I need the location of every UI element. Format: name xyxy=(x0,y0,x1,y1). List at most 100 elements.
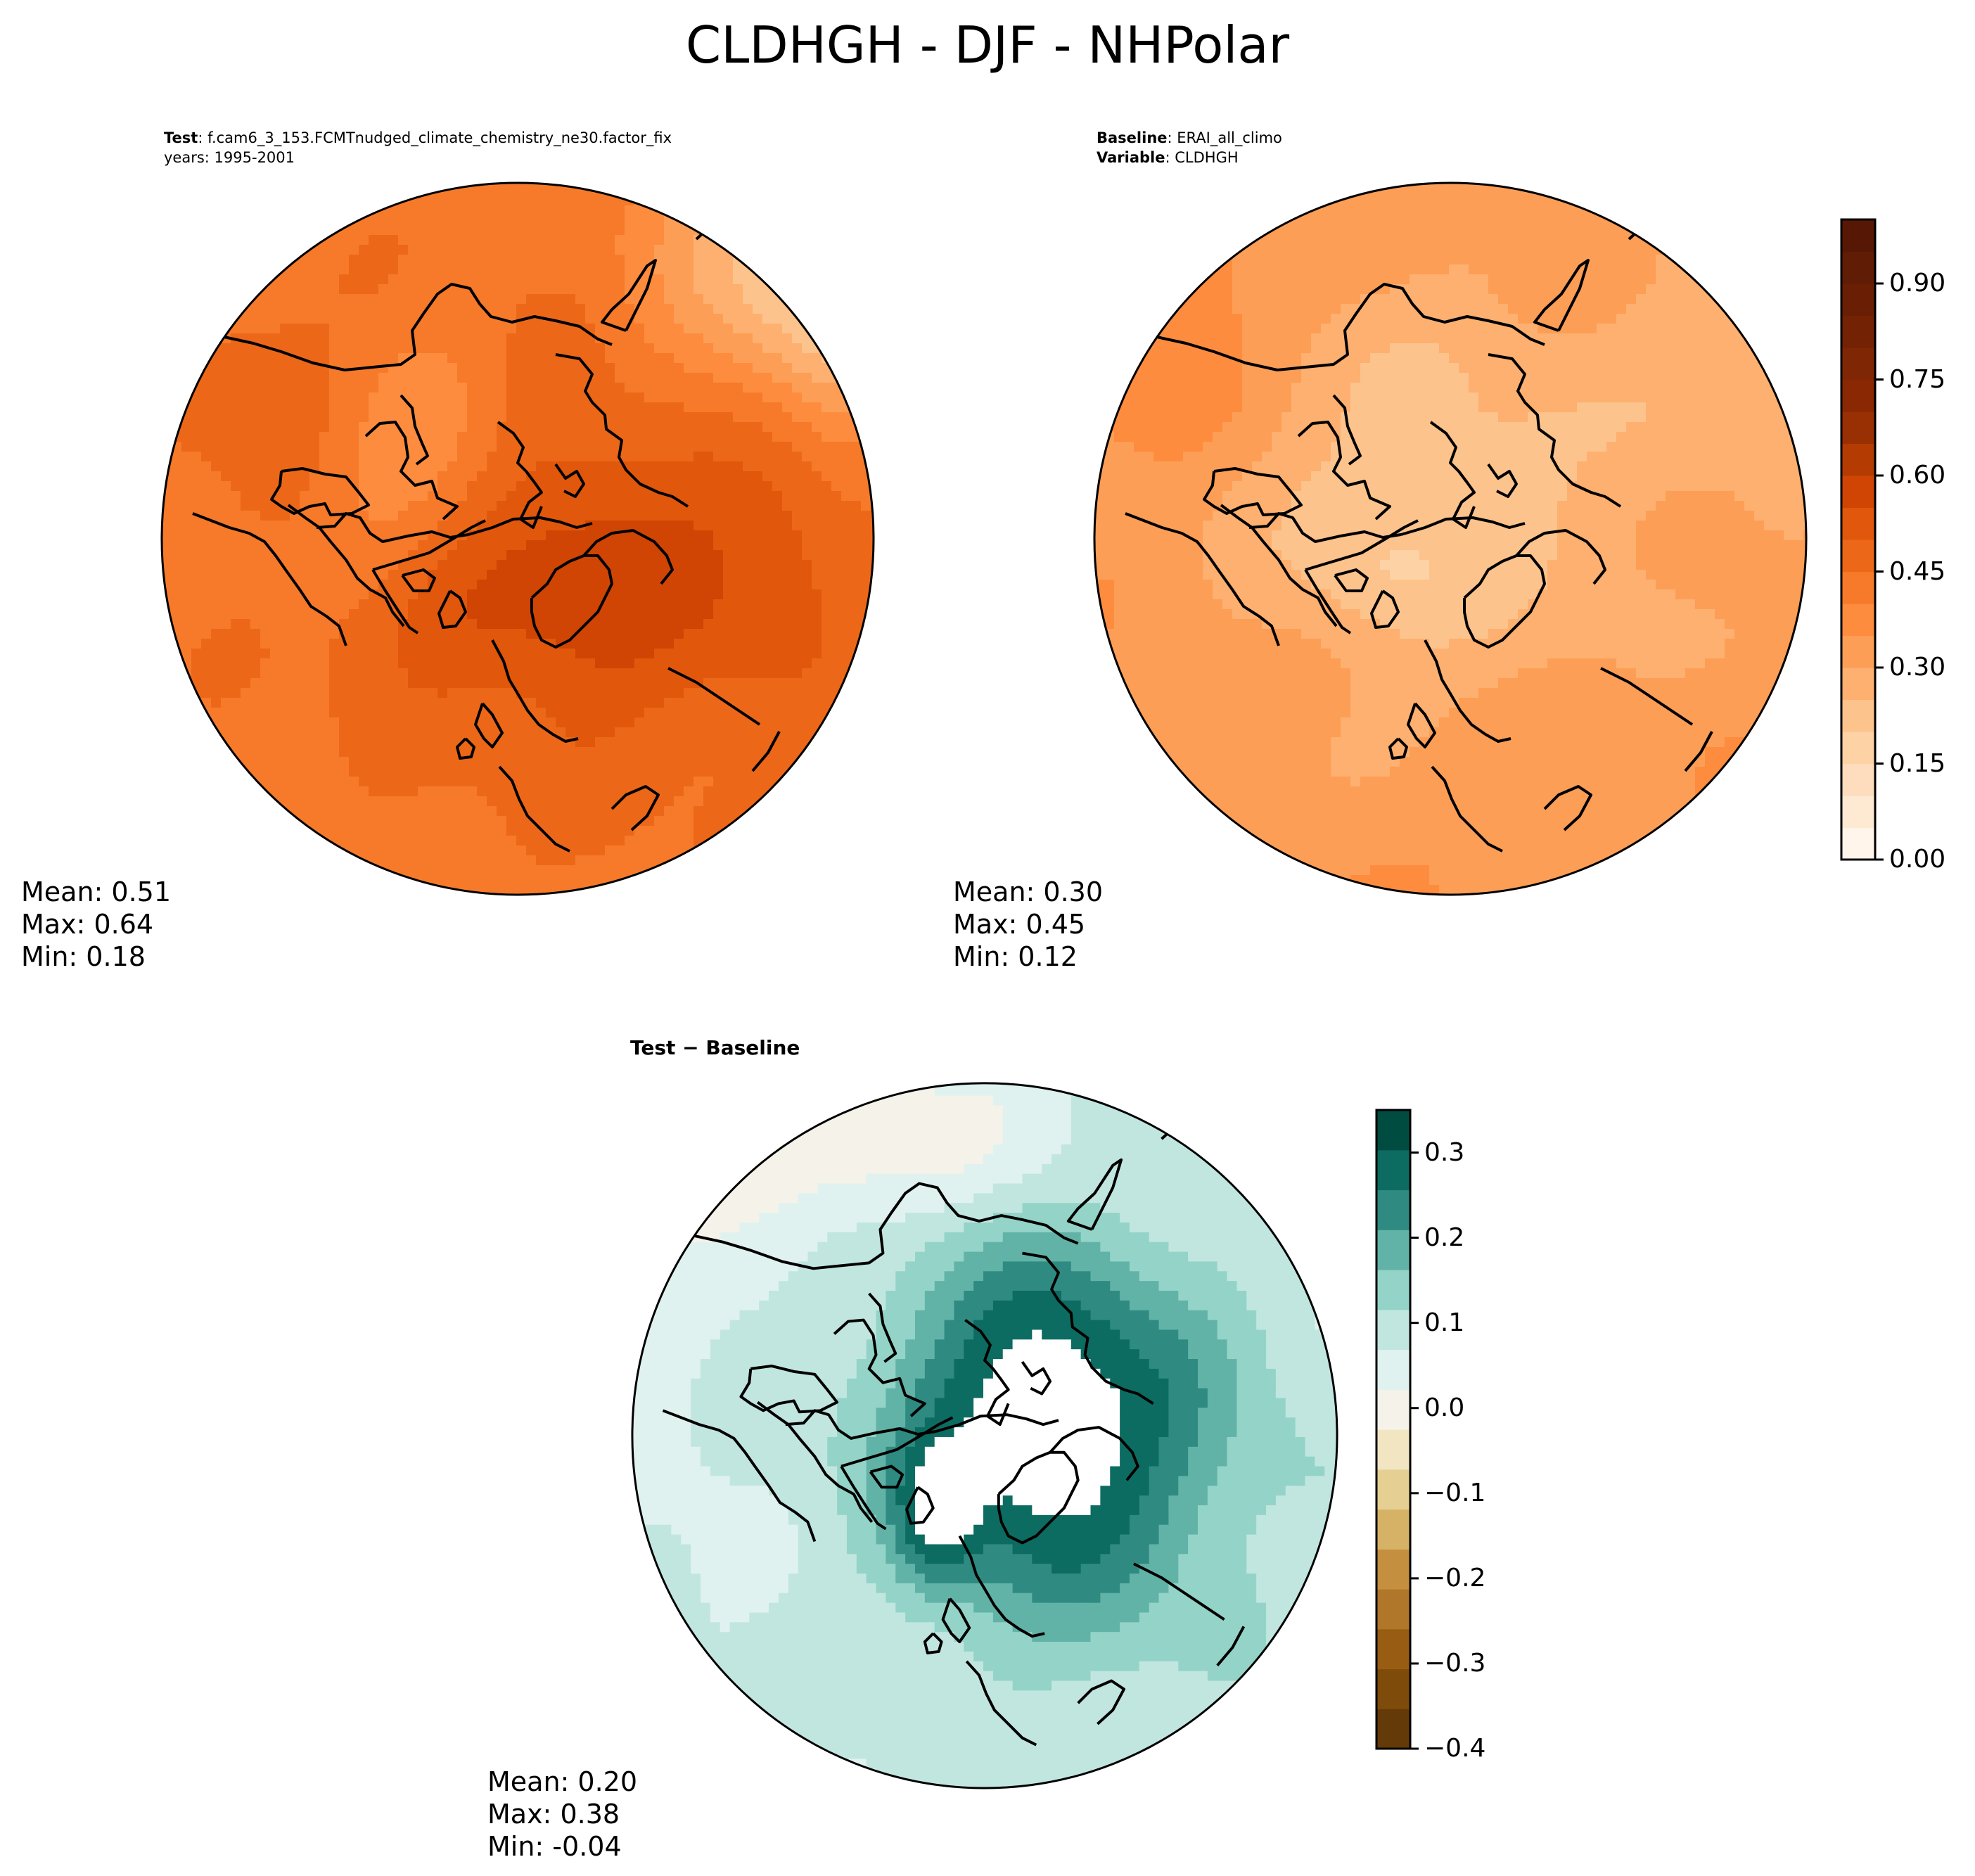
test-field-cell xyxy=(615,767,625,777)
test-field-cell xyxy=(841,688,852,698)
test-field-cell xyxy=(851,609,862,620)
test-field-cell xyxy=(615,264,625,275)
test-field-cell xyxy=(211,461,222,472)
test-field-cell xyxy=(221,688,231,698)
test-field-cell xyxy=(851,678,862,689)
test-field-cell xyxy=(605,599,615,610)
test-field-cell xyxy=(851,196,862,206)
test-field-cell xyxy=(201,777,212,787)
test-field-cell xyxy=(250,491,261,502)
test-field-cell xyxy=(841,826,852,836)
test-field-cell xyxy=(625,737,635,748)
test-field-cell xyxy=(329,324,340,334)
test-field-cell xyxy=(201,580,212,590)
test-field-cell xyxy=(290,274,300,285)
test-field-cell xyxy=(369,550,379,561)
test-field-cell xyxy=(723,186,734,196)
test-field-cell xyxy=(467,570,478,580)
test-field-cell xyxy=(162,816,172,827)
test-field-cell xyxy=(487,599,497,610)
test-field-cell xyxy=(733,649,743,659)
test-field-cell xyxy=(575,402,586,413)
test-field-cell xyxy=(782,698,793,708)
test-field-cell xyxy=(792,708,803,718)
test-field-cell xyxy=(822,678,832,689)
test-field-cell xyxy=(841,816,852,827)
test-field-cell xyxy=(664,589,675,600)
test-field-cell xyxy=(398,304,409,314)
test-field-cell xyxy=(359,836,369,846)
test-field-cell xyxy=(782,796,793,807)
test-field-cell xyxy=(162,836,172,846)
test-field-cell xyxy=(290,767,300,777)
test-field-cell xyxy=(231,255,241,265)
test-field-cell xyxy=(565,183,576,186)
test-field-cell xyxy=(851,550,862,561)
test-field-cell xyxy=(841,708,852,718)
test-field-cell xyxy=(378,255,389,265)
test-field-cell xyxy=(378,294,389,305)
test-field-cell xyxy=(359,560,369,570)
test-field-cell xyxy=(743,393,753,403)
test-field-cell xyxy=(221,816,231,827)
test-field-cell xyxy=(260,757,271,767)
test-field-cell xyxy=(595,255,606,265)
test-field-cell xyxy=(221,698,231,708)
test-field-cell xyxy=(526,304,537,314)
test-field-cell xyxy=(546,796,556,807)
test-field-cell xyxy=(753,343,763,354)
test-field-cell xyxy=(713,560,724,570)
test-field-cell xyxy=(221,767,231,777)
test-field-cell xyxy=(300,402,310,413)
test-field-cell xyxy=(792,796,803,807)
test-field-cell xyxy=(871,717,874,728)
test-field-cell xyxy=(644,393,655,403)
test-field-cell xyxy=(477,393,487,403)
test-field-cell xyxy=(231,806,241,817)
test-field-cell xyxy=(625,698,635,708)
test-field-cell xyxy=(703,481,714,492)
test-field-cell xyxy=(743,353,753,364)
test-field-cell xyxy=(241,826,251,836)
test-field-cell xyxy=(536,215,547,226)
test-field-cell xyxy=(506,402,517,413)
test-field-cell xyxy=(437,245,448,255)
test-field-cell xyxy=(369,255,379,265)
test-field-cell xyxy=(743,816,753,827)
test-field-cell xyxy=(595,225,606,236)
test-field-cell xyxy=(565,373,576,383)
test-field-cell xyxy=(250,737,261,748)
test-field-cell xyxy=(772,609,783,620)
test-field-cell xyxy=(211,383,222,393)
test-field-cell xyxy=(694,717,704,728)
test-field-cell xyxy=(388,826,399,836)
test-field-cell xyxy=(408,727,418,738)
test-field-cell xyxy=(762,530,773,541)
test-field-cell xyxy=(644,491,655,502)
test-field-cell xyxy=(319,698,330,708)
test-field-cell xyxy=(241,225,251,236)
test-field-cell xyxy=(861,560,871,570)
test-field-cell xyxy=(270,649,281,659)
test-field-cell xyxy=(792,816,803,827)
test-field-cell xyxy=(713,570,724,580)
test-field-cell xyxy=(497,589,507,600)
test-field-cell xyxy=(575,264,586,275)
test-field-cell xyxy=(162,333,172,344)
test-field-cell xyxy=(762,589,773,600)
test-field-cell xyxy=(359,353,369,364)
test-field-cell xyxy=(565,708,576,718)
test-field-cell xyxy=(378,412,389,423)
test-field-cell xyxy=(221,215,231,226)
test-field-cell xyxy=(487,432,497,442)
test-field-cell xyxy=(290,324,300,334)
test-field-cell xyxy=(467,314,478,324)
test-field-cell xyxy=(408,816,418,827)
test-field-cell xyxy=(290,649,300,659)
test-field-cell xyxy=(792,215,803,226)
test-field-cell xyxy=(329,215,340,226)
test-field-cell xyxy=(211,599,222,610)
test-field-cell xyxy=(556,649,566,659)
test-field-cell xyxy=(428,816,438,827)
test-field-cell xyxy=(398,796,409,807)
